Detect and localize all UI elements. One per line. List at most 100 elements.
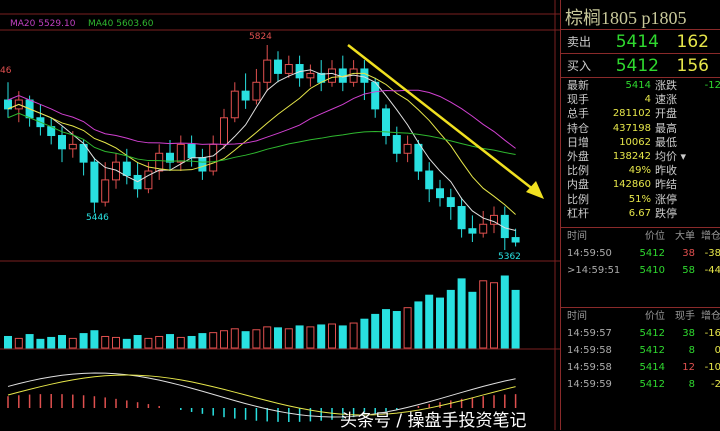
stat-label: 涨跌 [655,79,677,92]
bid-price: 5412 [615,55,659,76]
stat-value: 4 [644,94,651,106]
bid-row[interactable]: 买入 5412 156 [561,54,720,78]
volume-bar [220,330,228,349]
stat-label: 比例 [567,192,589,206]
cell: -2 [711,379,720,391]
volume-bar [25,334,34,349]
ma20-line [7,89,516,149]
candle-body [403,143,412,154]
volume-bar [36,338,45,349]
candle-body [112,161,120,181]
left-edge-label: 46 [0,66,12,76]
column-header: 时间 [567,231,587,243]
table-row[interactable]: >14:59:51 5410 58 -44 [567,262,720,279]
stat-value: 10062 [619,136,651,148]
candle-body [392,135,401,154]
volume-bar [306,326,315,349]
volume-bar [371,313,380,349]
ma40-line [7,112,516,163]
stat-label: 昨收 [655,164,677,178]
volume-bar [263,326,272,349]
candle-body [500,214,509,239]
table-row[interactable]: 14:59:59 5412 8 -2 [567,376,720,393]
stat-value: 437198 [612,122,651,134]
volume-bar [317,324,326,349]
candle-body [457,206,466,230]
candle-body [144,170,153,190]
candle-body [176,143,185,163]
stat-value [695,207,720,221]
stat-value: 5414 [625,80,651,91]
table-row[interactable]: 14:59:57 5412 38 -16 [567,325,720,342]
stat-value: 51% [628,193,651,205]
column-header: 增仓 [701,311,720,323]
candle-body [252,81,261,101]
stats-grid: 最新 5414 涨跌 -12 现手 4 速涨 总手 281102 开盘 持仓 437198 最高 日增 10… [561,79,720,221]
candle-body [511,237,520,243]
volume-bar [4,335,12,349]
stat-label: 总手 [567,107,589,121]
ask-vol: 162 [676,31,709,52]
stat-label: 最新 [567,79,589,92]
stat-value: 138242 [612,151,651,163]
candle-body [425,170,434,190]
stat-label: 外盘 [567,150,589,164]
volume-bar [274,327,282,349]
candle-body [306,72,315,79]
volume-bar [47,336,56,349]
candle-body [274,59,282,74]
ticks-table: 时间 价位 现手 增仓 14:59:57 5412 38 -16 14:59:58 5412 8 0 1… [561,307,720,393]
contract-title: 棕榈1805 p1805 [561,0,720,30]
cell: 5414 [639,362,665,374]
volume-bar [112,336,120,349]
kline-chart[interactable] [0,0,560,430]
cell: -16 [704,328,720,340]
volume-bar [457,278,466,349]
candle-body [122,161,131,176]
stat-value [695,136,720,150]
volume-bar [166,334,174,349]
cell: 12 [682,362,695,374]
candle-body [79,143,88,163]
cell: -44 [704,265,720,277]
candle-body [209,143,218,172]
volume-bar [349,322,358,349]
stat-label: 杠杆 [567,206,589,220]
table-row[interactable]: 14:59:50 5412 38 -38 [567,245,720,262]
candle-body [371,81,380,110]
stat-value [695,122,720,136]
volume-bar [122,338,131,349]
cell: 14:59:50 [567,248,612,260]
volume-bar [403,307,412,349]
cell: 5412 [639,345,665,357]
cell: 5412 [639,328,665,340]
stat-label: 现手 [567,93,589,107]
candle-body [360,68,369,83]
volume-bar [446,289,455,349]
candle-body [414,143,423,172]
stat-value [695,193,720,207]
table-row[interactable]: 14:59:58 5414 12 -10 [567,359,720,376]
stat-label: 速涨 [655,93,677,107]
stat-label: 跌停 [655,206,677,220]
cell: 5412 [639,379,665,391]
volume-bar [209,332,218,349]
volume-bar [176,336,185,349]
ma20-label: MA20 5529.10 [10,19,76,29]
cell: 14:59:58 [567,362,612,374]
cell: 38 [682,328,695,340]
volume-bar [101,335,110,349]
stat-value: 281102 [612,108,651,120]
candle-body [198,157,207,172]
stat-value [695,107,720,121]
stat-value: 49% [628,165,651,177]
candle-body [68,143,77,150]
cell: 8 [688,379,695,391]
table-row[interactable]: 14:59:58 5412 8 0 [567,342,720,359]
ask-row[interactable]: 卖出 5414 162 [561,30,720,54]
cell: >14:59:51 [567,265,621,277]
cell: 14:59:59 [567,379,612,391]
stat-label: 比例 [567,164,589,178]
stat-value [695,93,720,107]
volume-bar [328,323,336,349]
